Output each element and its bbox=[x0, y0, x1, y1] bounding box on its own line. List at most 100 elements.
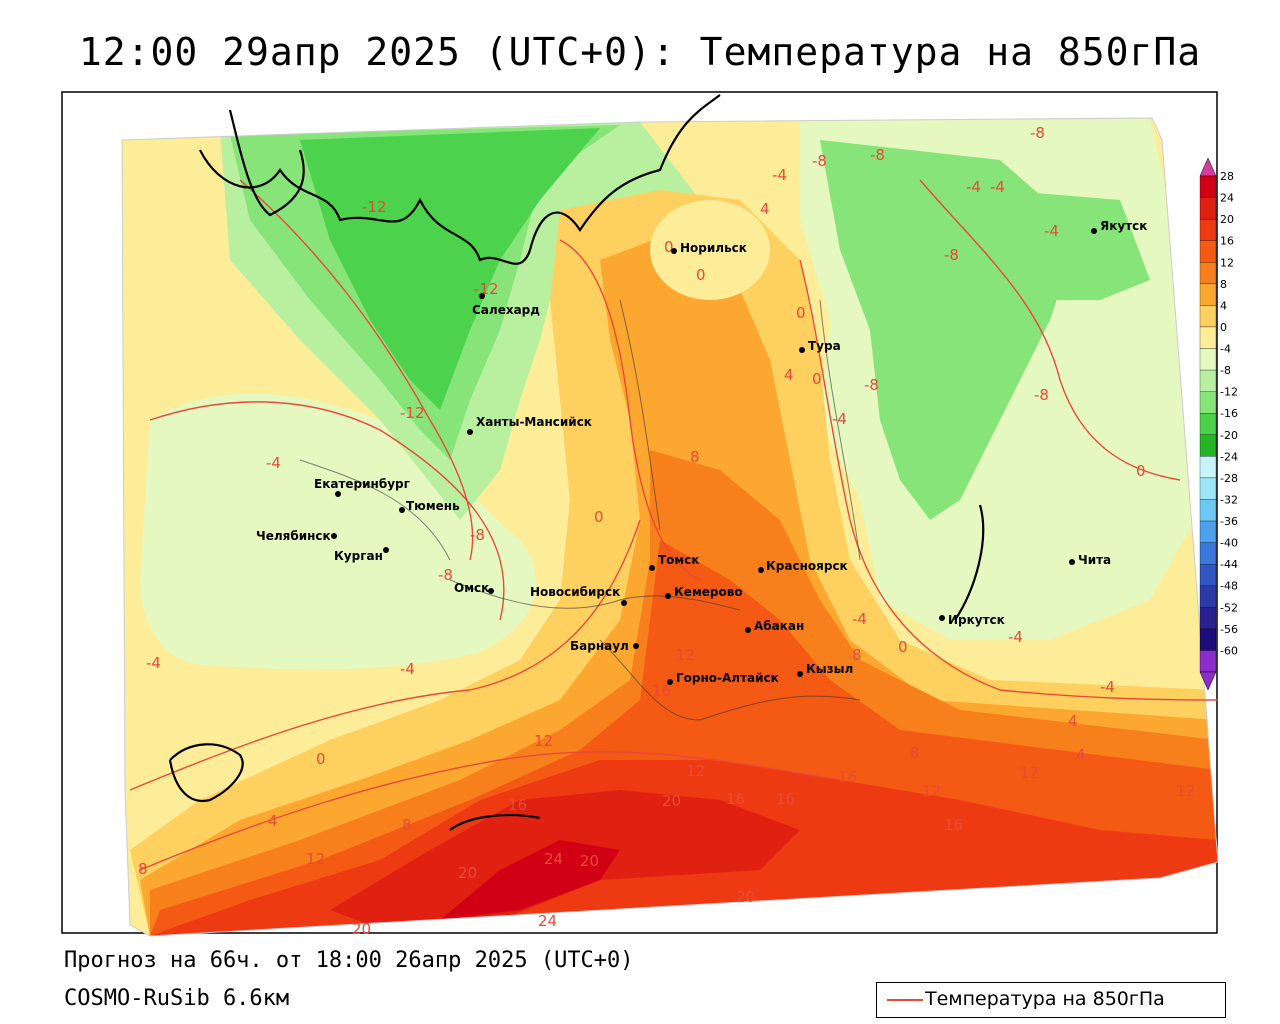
city-marker bbox=[745, 627, 751, 633]
iso-label: 0 bbox=[812, 370, 822, 388]
iso-label: -12 bbox=[400, 404, 425, 422]
iso-label: 24 bbox=[538, 912, 557, 930]
colorbar-cell bbox=[1199, 240, 1217, 263]
colorbar-tick-label: -40 bbox=[1220, 537, 1238, 550]
iso-label: 16 bbox=[726, 790, 745, 808]
city-label: Абакан bbox=[754, 619, 804, 633]
legend-label: Температура на 850гПа bbox=[925, 988, 1165, 1010]
iso-label: -4 bbox=[400, 660, 415, 678]
iso-label: 8 bbox=[910, 744, 920, 762]
iso-label: 16 bbox=[756, 670, 775, 688]
dark-green-core bbox=[300, 128, 600, 410]
city-marker bbox=[1091, 228, 1097, 234]
city-label: Кемерово bbox=[674, 585, 743, 599]
colorbar-cell bbox=[1199, 585, 1217, 608]
iso-label: 20 bbox=[736, 888, 755, 906]
iso-label: 20 bbox=[458, 864, 477, 882]
iso-label: 0 bbox=[696, 266, 706, 284]
city-label: Екатеринбург bbox=[314, 477, 410, 491]
iso-label: -4 bbox=[1044, 222, 1059, 240]
colorbar-tick-label: -16 bbox=[1220, 407, 1238, 420]
city-label: Новосибирск bbox=[530, 585, 620, 599]
colorbar: 28 24 20 16 12 8 4 0 -4 -8 -12 -16 -20 -24 -28 -32 -36 -4… bbox=[1199, 157, 1238, 691]
iso-label: -4 bbox=[1100, 678, 1115, 696]
iso-label: 8 bbox=[402, 816, 412, 834]
colorbar-cell bbox=[1199, 564, 1217, 586]
green-east-2 bbox=[1000, 190, 1150, 300]
iso-label: 4 bbox=[760, 200, 770, 218]
city-label: Барнаул bbox=[570, 639, 629, 653]
iso-label: -4 bbox=[146, 654, 161, 672]
colorbar-cell bbox=[1199, 262, 1217, 284]
iso-label: 16 bbox=[838, 768, 857, 786]
iso-label: 12 bbox=[686, 762, 705, 780]
colorbar-tick-label: -44 bbox=[1220, 558, 1238, 571]
iso-label: 16 bbox=[776, 790, 795, 808]
colorbar-cell bbox=[1199, 197, 1217, 220]
city-label: Челябинск bbox=[256, 529, 331, 543]
iso-label: -4 bbox=[1008, 628, 1023, 646]
colorbar-bottom-arrow bbox=[1199, 671, 1217, 691]
city-label: Норильск bbox=[680, 241, 747, 255]
colorbar-cell bbox=[1199, 218, 1217, 241]
city-marker bbox=[667, 679, 673, 685]
iso-label: -12 bbox=[362, 198, 387, 216]
iso-label: 16 bbox=[652, 682, 671, 700]
city-marker bbox=[649, 565, 655, 571]
colorbar-tick-label: -8 bbox=[1220, 364, 1231, 377]
colorbar-cell bbox=[1199, 283, 1217, 306]
iso-label: 20 bbox=[352, 920, 371, 938]
colorbar-tick-label: -28 bbox=[1220, 472, 1238, 485]
iso-label: 12 bbox=[1176, 782, 1195, 800]
iso-label: -12 bbox=[474, 280, 499, 298]
city-marker bbox=[671, 248, 677, 254]
iso-label: -4 bbox=[852, 610, 867, 628]
iso-label: -4 bbox=[966, 178, 981, 196]
iso-label: -8 bbox=[1030, 124, 1045, 142]
forecast-info: Прогноз на 66ч. от 18:00 26апр 2025 (UTC… bbox=[64, 948, 634, 973]
city-label: Красноярск bbox=[766, 559, 848, 573]
iso-label: -8 bbox=[870, 146, 885, 164]
colorbar-cells bbox=[1199, 175, 1217, 673]
colorbar-tick-label: 28 bbox=[1220, 170, 1234, 183]
legend: Температура на 850гПа bbox=[876, 982, 1226, 1018]
map-title: 12:00 29апр 2025 (UTC+0): Температура на… bbox=[78, 30, 1202, 74]
colorbar-tick-label: -20 bbox=[1220, 429, 1238, 442]
colorbar-cell bbox=[1199, 391, 1217, 414]
iso-label: 12 bbox=[534, 732, 553, 750]
colorbar-tick-label: 16 bbox=[1220, 235, 1234, 248]
colorbar-cell bbox=[1199, 650, 1217, 673]
colorbar-tick-label: -4 bbox=[1220, 343, 1231, 356]
iso-label: 20 bbox=[662, 792, 681, 810]
iso-label: 12 bbox=[922, 782, 941, 800]
colorbar-tick-label: -56 bbox=[1220, 623, 1238, 636]
colorbar-cell bbox=[1199, 628, 1217, 651]
iso-label: 8 bbox=[138, 860, 148, 878]
colorbar-cell bbox=[1199, 607, 1217, 630]
colorbar-cell bbox=[1199, 477, 1217, 500]
iso-label: -8 bbox=[812, 152, 827, 170]
city-label: Тура bbox=[808, 339, 841, 353]
iso-label: 0 bbox=[1136, 462, 1146, 480]
iso-label: 16 bbox=[944, 816, 963, 834]
iso-label: 0 bbox=[594, 508, 604, 526]
city-marker bbox=[939, 615, 945, 621]
norilsk-spot bbox=[650, 200, 770, 300]
iso-label: -8 bbox=[864, 376, 879, 394]
city-label: Томск bbox=[658, 553, 700, 567]
temperature-field bbox=[122, 118, 1218, 936]
isotherms bbox=[129, 179, 1219, 871]
colorbar-cell bbox=[1199, 499, 1217, 522]
city-label: Тюмень bbox=[406, 499, 460, 513]
colorbar-labels: 28 24 20 16 12 8 4 0 -4 -8 -12 -16 -20 -24 -28 -32 -36 -4… bbox=[1220, 170, 1238, 657]
city-label: Якутск bbox=[1100, 219, 1147, 233]
city-marker bbox=[758, 567, 764, 573]
iso-label: -8 bbox=[1034, 386, 1049, 404]
legend-line-swatch bbox=[887, 999, 923, 1001]
iso-label: 0 bbox=[898, 638, 908, 656]
model-domain bbox=[121, 117, 1219, 937]
city-label: Курган bbox=[334, 549, 383, 563]
colorbar-cell bbox=[1199, 175, 1217, 198]
colorbar-tick-label: 4 bbox=[1220, 299, 1227, 312]
city-label: Иркутск bbox=[948, 613, 1005, 627]
